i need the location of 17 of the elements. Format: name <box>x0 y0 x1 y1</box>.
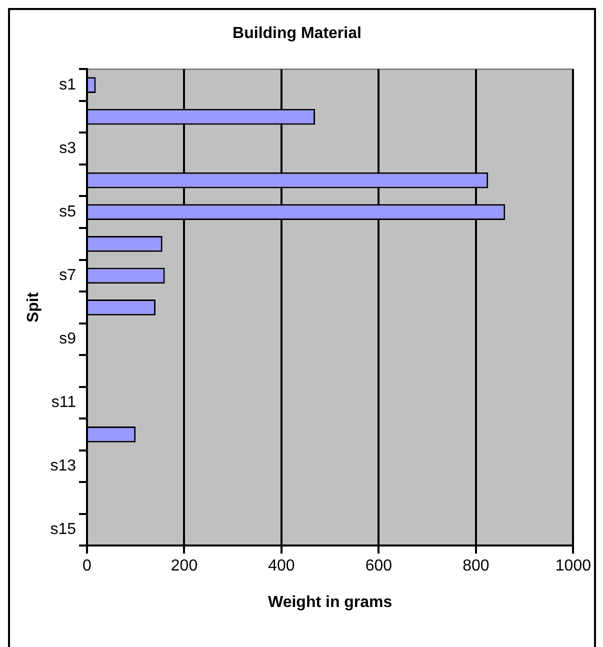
y-tick-label: s13 <box>50 458 76 475</box>
y-tick-label: s9 <box>59 330 76 348</box>
y-tick-label: s1 <box>59 76 76 94</box>
y-tick-label: s11 <box>51 394 76 412</box>
y-tick-label: s7 <box>59 267 76 284</box>
y-tick-label: s15 <box>50 521 76 538</box>
y-tick-label: s5 <box>59 204 76 221</box>
y-axis-title: Spit <box>25 292 42 323</box>
x-tick-label: 200 <box>170 558 198 575</box>
x-tick-label: 0 <box>82 558 92 575</box>
x-tick-label: 1000 <box>555 558 592 575</box>
x-tick-label: 400 <box>268 558 295 575</box>
chart-title: Building Material <box>232 25 362 42</box>
x-axis-title: Weight in grams <box>268 594 392 611</box>
x-tick-label: 600 <box>365 558 392 575</box>
x-tick-label: 800 <box>462 558 490 575</box>
y-tick-label: s3 <box>59 140 76 158</box>
